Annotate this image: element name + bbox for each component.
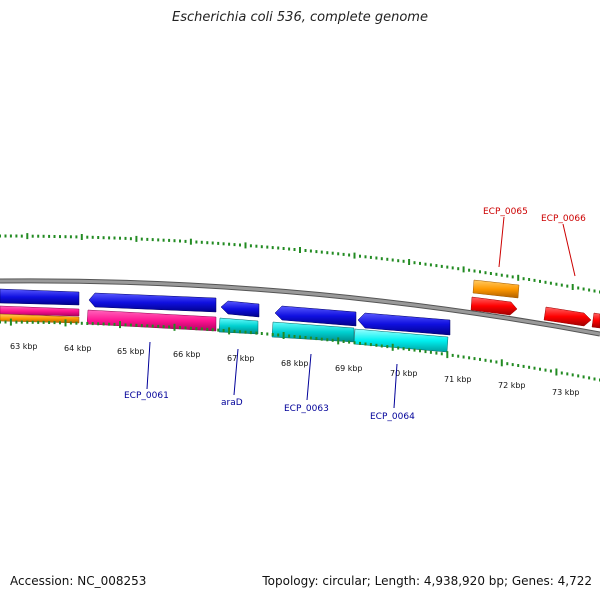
gene-label[interactable]: ECP_0064	[370, 412, 415, 422]
feature-orange-left	[0, 313, 80, 324]
genome-summary-text: Topology: circular; Length: 4,938,920 bp…	[262, 574, 592, 588]
gene-label[interactable]: araD	[221, 398, 243, 408]
feature-orange-1	[472, 279, 520, 299]
tick-label: 67 kbp	[227, 354, 255, 363]
tick-label: 73 kbp	[552, 388, 580, 397]
map-title: Escherichia coli 536, complete genome	[172, 10, 428, 25]
tick-label: 68 kbp	[281, 359, 309, 368]
tick-label: 65 kbp	[117, 347, 145, 356]
inner-tick-ruler	[0, 318, 600, 382]
tick-label: 72 kbp	[498, 381, 526, 390]
feature-blue-ecp0063	[274, 305, 357, 327]
outer-tick-ruler	[0, 233, 600, 294]
gene-callout-line	[146, 341, 151, 390]
feature-red-ecp0065	[470, 296, 518, 316]
feature-pink-left	[0, 305, 80, 317]
feature-blue-ecp0060	[88, 292, 217, 313]
tick-label: 66 kbp	[173, 350, 201, 359]
tick-label: 71 kbp	[444, 375, 472, 384]
gene-label[interactable]: ECP_0065	[483, 207, 528, 217]
tick-label: 63 kbp	[10, 342, 38, 351]
tick-labels: 63 kbp 64 kbp 65 kbp 66 kbp 67 kbp 68 kbp 69 k…	[10, 342, 580, 397]
feature-blue-arad-cds	[220, 300, 260, 318]
gene-labels: ECP_0065 ECP_0066 ECP_0061 araD ECP_0063 ECP_…	[124, 207, 586, 422]
forward-features	[470, 279, 600, 329]
feature-cyan-arad	[218, 317, 259, 335]
gene-callout-line	[306, 353, 312, 401]
tick-label: 64 kbp	[64, 344, 92, 353]
gene-callout-line	[393, 363, 398, 409]
gene-callout-line	[562, 223, 576, 277]
reverse-features	[0, 288, 451, 353]
feature-blue-ecp0064	[357, 312, 451, 336]
feature-red-2	[591, 312, 600, 329]
feature-red-ecp0066	[543, 306, 592, 327]
gene-callout-line	[233, 348, 239, 396]
tick-label: 69 kbp	[335, 364, 363, 373]
accession-text: Accession: NC_008253	[10, 574, 147, 588]
tick-label: 70 kbp	[390, 369, 418, 378]
gene-callout-line	[498, 216, 505, 268]
feature-blue-left	[0, 288, 80, 306]
gene-label[interactable]: ECP_0061	[124, 391, 169, 401]
gene-label[interactable]: ECP_0066	[541, 214, 586, 224]
gene-label[interactable]: ECP_0063	[284, 404, 329, 414]
genome-backbone-highlight	[0, 279, 600, 336]
